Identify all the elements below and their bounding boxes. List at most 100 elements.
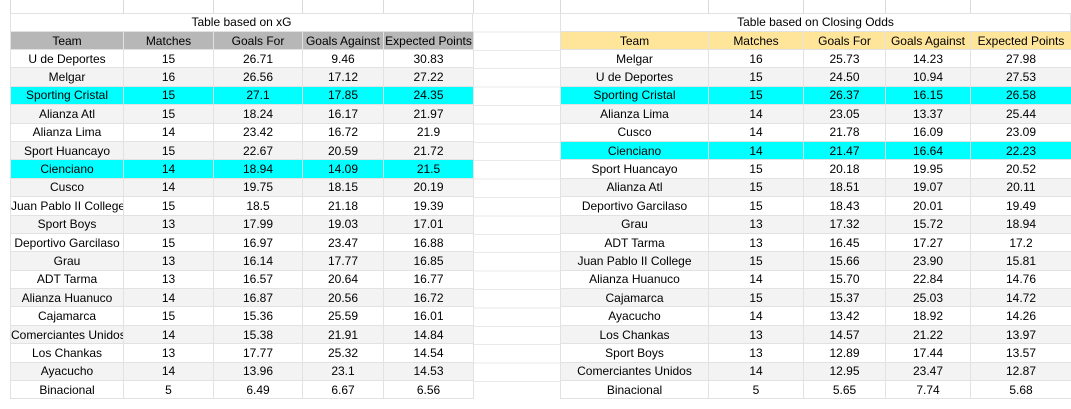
team-cell[interactable]: Ayacucho	[10, 361, 124, 382]
column-header-expected-points[interactable]: Expected Points	[383, 31, 474, 50]
matches-cell[interactable]: 15	[123, 104, 214, 124]
matches-cell[interactable]: 13	[708, 324, 804, 345]
expected-points-cell[interactable]: 22.23	[970, 140, 1071, 161]
team-cell[interactable]: Binacional	[560, 380, 709, 400]
goals-against-cell[interactable]: 16.72	[302, 122, 384, 142]
goals-for-cell[interactable]: 26.37	[803, 85, 886, 106]
goals-for-cell[interactable]: 15.66	[803, 251, 886, 271]
expected-points-cell[interactable]: 6.56	[383, 380, 474, 400]
goals-against-cell[interactable]: 15.72	[885, 214, 971, 234]
goals-against-cell[interactable]: 17.12	[302, 67, 384, 87]
team-cell[interactable]: Cajamarca	[560, 288, 709, 308]
goals-against-cell[interactable]: 21.22	[885, 324, 971, 345]
matches-cell[interactable]: 15	[123, 232, 214, 253]
goals-against-cell[interactable]: 16.64	[885, 140, 971, 161]
goals-for-cell[interactable]: 26.71	[213, 48, 303, 69]
team-cell[interactable]: Deportivo Garcilaso	[560, 196, 709, 216]
team-cell[interactable]: Comerciantes Unidos	[560, 361, 709, 382]
goals-for-cell[interactable]: 13.42	[803, 306, 886, 326]
column-header-team[interactable]: Team	[10, 31, 124, 50]
goals-for-cell[interactable]: 27.1	[213, 85, 303, 106]
goals-against-cell[interactable]: 23.47	[885, 361, 971, 382]
goals-against-cell[interactable]: 16.09	[885, 122, 971, 142]
goals-for-cell[interactable]: 18.5	[213, 196, 303, 216]
expected-points-cell[interactable]: 17.2	[970, 232, 1071, 253]
goals-against-cell[interactable]: 21.91	[302, 324, 384, 345]
matches-cell[interactable]: 15	[708, 251, 804, 271]
expected-points-cell[interactable]: 5.68	[970, 380, 1071, 400]
team-cell[interactable]: Sport Boys	[10, 214, 124, 234]
matches-cell[interactable]: 15	[708, 177, 804, 198]
team-cell[interactable]: Melgar	[10, 67, 124, 87]
team-cell[interactable]: ADT Tarma	[10, 269, 124, 290]
matches-cell[interactable]: 5	[708, 380, 804, 400]
expected-points-cell[interactable]: 20.19	[383, 177, 474, 198]
team-cell[interactable]: Alianza Lima	[10, 122, 124, 142]
team-cell[interactable]: Cienciano	[10, 159, 124, 179]
goals-against-cell[interactable]: 16.15	[885, 85, 971, 106]
matches-cell[interactable]: 15	[123, 306, 214, 326]
matches-cell[interactable]: 15	[123, 196, 214, 216]
goals-for-cell[interactable]: 14.57	[803, 324, 886, 345]
matches-cell[interactable]: 14	[708, 104, 804, 124]
team-cell[interactable]: Alianza Atl	[560, 177, 709, 198]
goals-for-cell[interactable]: 18.24	[213, 104, 303, 124]
expected-points-cell[interactable]: 21.9	[383, 122, 474, 142]
goals-for-cell[interactable]: 15.38	[213, 324, 303, 345]
team-cell[interactable]: Sporting Cristal	[10, 85, 124, 106]
goals-against-cell[interactable]: 14.09	[302, 159, 384, 179]
goals-against-cell[interactable]: 23.47	[302, 232, 384, 253]
team-cell[interactable]: Los Chankas	[10, 343, 124, 363]
goals-for-cell[interactable]: 17.77	[213, 343, 303, 363]
team-cell[interactable]: Juan Pablo II College	[10, 196, 124, 216]
goals-for-cell[interactable]: 17.99	[213, 214, 303, 234]
goals-against-cell[interactable]: 7.74	[885, 380, 971, 400]
goals-against-cell[interactable]: 19.07	[885, 177, 971, 198]
matches-cell[interactable]: 15	[123, 48, 214, 69]
team-cell[interactable]: Cusco	[10, 177, 124, 198]
team-cell[interactable]: Alianza Huanuco	[10, 288, 124, 308]
goals-for-cell[interactable]: 21.47	[803, 140, 886, 161]
goals-against-cell[interactable]: 22.84	[885, 269, 971, 290]
goals-against-cell[interactable]: 14.23	[885, 48, 971, 69]
goals-against-cell[interactable]: 25.59	[302, 306, 384, 326]
goals-against-cell[interactable]: 17.77	[302, 251, 384, 271]
goals-for-cell[interactable]: 21.78	[803, 122, 886, 142]
goals-for-cell[interactable]: 16.57	[213, 269, 303, 290]
expected-points-cell[interactable]: 30.83	[383, 48, 474, 69]
goals-for-cell[interactable]: 23.05	[803, 104, 886, 124]
team-cell[interactable]: Deportivo Garcilaso	[10, 232, 124, 253]
goals-against-cell[interactable]: 10.94	[885, 67, 971, 87]
expected-points-cell[interactable]: 13.97	[970, 324, 1071, 345]
expected-points-cell[interactable]: 18.94	[970, 214, 1071, 234]
goals-for-cell[interactable]: 16.14	[213, 251, 303, 271]
expected-points-cell[interactable]: 20.11	[970, 177, 1071, 198]
matches-cell[interactable]: 15	[708, 67, 804, 87]
expected-points-cell[interactable]: 14.26	[970, 306, 1071, 326]
expected-points-cell[interactable]: 14.53	[383, 361, 474, 382]
team-cell[interactable]: Sport Huancayo	[560, 159, 709, 179]
team-cell[interactable]: Juan Pablo II College	[560, 251, 709, 271]
expected-points-cell[interactable]: 23.09	[970, 122, 1071, 142]
expected-points-cell[interactable]: 16.01	[383, 306, 474, 326]
expected-points-cell[interactable]: 27.98	[970, 48, 1071, 69]
goals-for-cell[interactable]: 22.67	[213, 140, 303, 161]
goals-for-cell[interactable]: 6.49	[213, 380, 303, 400]
column-header-goals-for[interactable]: Goals For	[803, 31, 886, 50]
expected-points-cell[interactable]: 16.72	[383, 288, 474, 308]
goals-against-cell[interactable]: 18.92	[885, 306, 971, 326]
team-cell[interactable]: U de Deportes	[10, 48, 124, 69]
goals-against-cell[interactable]: 21.18	[302, 196, 384, 216]
matches-cell[interactable]: 15	[708, 196, 804, 216]
matches-cell[interactable]: 15	[123, 140, 214, 161]
matches-cell[interactable]: 13	[708, 343, 804, 363]
matches-cell[interactable]: 16	[123, 67, 214, 87]
expected-points-cell[interactable]: 14.76	[970, 269, 1071, 290]
goals-for-cell[interactable]: 25.73	[803, 48, 886, 69]
goals-against-cell[interactable]: 19.95	[885, 159, 971, 179]
expected-points-cell[interactable]: 27.22	[383, 67, 474, 87]
team-cell[interactable]: Ayacucho	[560, 306, 709, 326]
matches-cell[interactable]: 14	[708, 306, 804, 326]
expected-points-cell[interactable]: 21.72	[383, 140, 474, 161]
team-cell[interactable]: Melgar	[560, 48, 709, 69]
